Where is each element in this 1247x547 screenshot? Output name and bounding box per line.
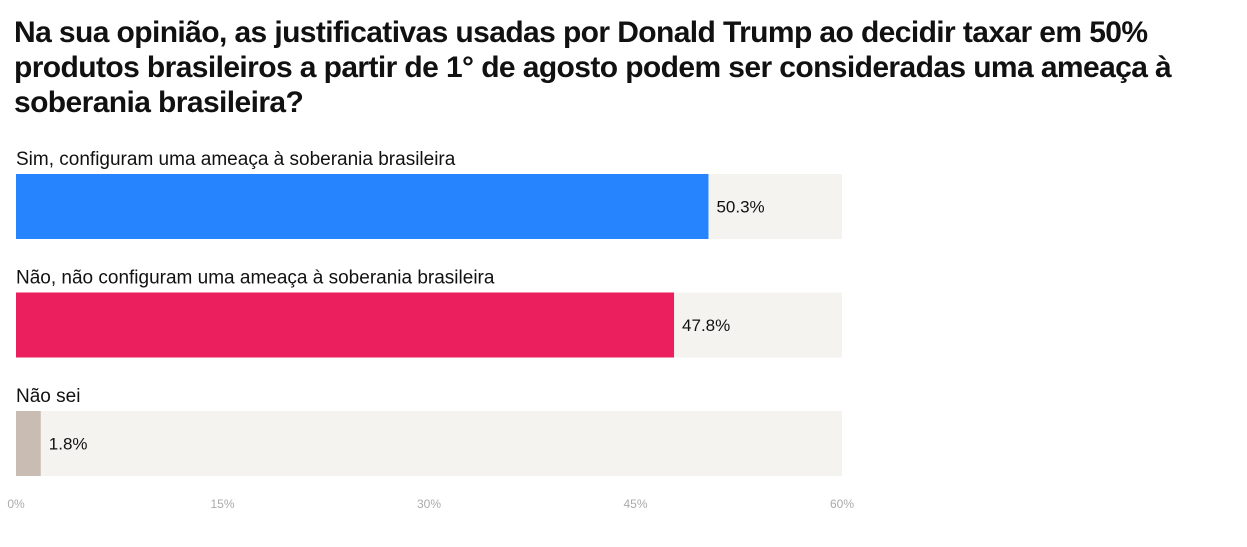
chart-title: Na sua opinião, as justificativas usadas… [14, 16, 1172, 119]
category-label: Sim, configuram uma ameaça à soberania b… [16, 149, 456, 170]
x-tick-label: 0% [7, 497, 25, 511]
data-label: 1.8% [49, 435, 88, 454]
x-tick-label: 15% [210, 497, 234, 511]
bar [16, 292, 675, 358]
data-label: 47.8% [682, 316, 730, 335]
x-tick-label: 60% [830, 497, 854, 511]
category-label: Não sei [16, 386, 80, 407]
x-tick-label: 30% [417, 497, 441, 511]
data-label: 50.3% [716, 198, 764, 217]
bar [16, 174, 709, 239]
bar [16, 411, 41, 476]
x-tick-label: 45% [623, 497, 647, 511]
bar-track [16, 411, 842, 476]
category-label: Não, não configuram uma ameaça à soberan… [16, 268, 495, 289]
